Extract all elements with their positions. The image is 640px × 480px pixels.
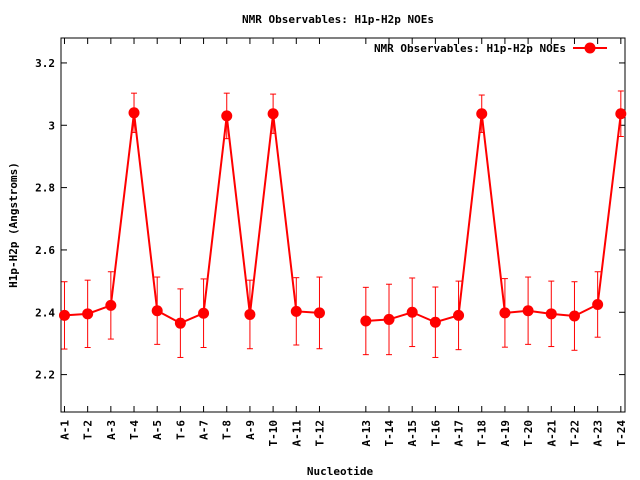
x-tick-label: A-15 — [406, 420, 419, 447]
y-tick-label: 2.4 — [35, 306, 55, 319]
x-tick-label: T-16 — [429, 420, 442, 447]
legend-label: NMR Observables: H1p-H2p NOEs — [374, 42, 566, 55]
data-point — [545, 308, 557, 320]
x-tick-label: A-23 — [592, 420, 605, 447]
data-point — [174, 317, 186, 329]
series-line — [365, 113, 622, 324]
data-point — [360, 315, 372, 327]
y-axis: 2.2 2.4 2.6 2.8 3 3.2 — [35, 57, 625, 382]
x-tick-label: T-20 — [522, 420, 535, 447]
x-tick-label: A-9 — [244, 420, 257, 440]
data-point — [476, 108, 488, 120]
x-tick-label: A-5 — [151, 420, 164, 440]
x-tick-label: T-14 — [383, 420, 396, 447]
plot-area: 2.2 2.4 2.6 2.8 3 3.2 A-1 T-2 A-3 T-4 A-5 T-6 A-7 T-… — [35, 37, 628, 447]
x-tick-label: A-3 — [105, 420, 118, 440]
data-point — [290, 305, 302, 317]
data-point — [615, 108, 627, 120]
x-tick-label: T-4 — [128, 420, 141, 440]
x-tick-label: A-21 — [545, 420, 558, 447]
data-point — [429, 316, 441, 328]
y-tick-label: 3 — [48, 119, 55, 132]
x-tick-label: T-6 — [174, 420, 187, 440]
data-point — [105, 299, 117, 311]
data-point — [522, 305, 534, 317]
data-point — [151, 305, 163, 317]
data-point — [58, 309, 70, 321]
x-tick-label: T-12 — [313, 420, 326, 447]
x-tick-label: T-18 — [476, 420, 489, 447]
data-point — [406, 306, 418, 318]
data-point — [244, 308, 256, 320]
series-lines — [64, 112, 622, 325]
data-point — [568, 310, 580, 322]
x-tick-label: T-24 — [615, 420, 628, 447]
data-point — [499, 307, 511, 319]
data-point — [313, 307, 325, 319]
data-point — [221, 110, 233, 122]
x-tick-label: T-10 — [267, 420, 280, 447]
x-tick-label: T-8 — [221, 420, 234, 440]
series-line — [64, 112, 320, 325]
y-tick-label: 3.2 — [35, 57, 55, 70]
x-tick-label: A-11 — [290, 420, 303, 447]
data-point — [453, 309, 465, 321]
x-tick-label: A-13 — [360, 420, 373, 447]
data-point — [128, 107, 140, 119]
x-tick-label: A-19 — [499, 420, 512, 447]
x-axis-label: Nucleotide — [307, 465, 374, 478]
x-tick-label: T-2 — [82, 420, 95, 440]
data-point — [592, 298, 604, 310]
chart-title: NMR Observables: H1p-H2p NOEs — [242, 13, 434, 26]
data-points — [58, 107, 627, 329]
legend-marker — [584, 42, 596, 54]
legend: NMR Observables: H1p-H2p NOEs — [374, 42, 607, 55]
x-axis: A-1 T-2 A-3 T-4 A-5 T-6 A-7 T-8 A-9 T-10 A-11 T-12 A… — [58, 38, 628, 447]
y-tick-label: 2.6 — [35, 244, 55, 257]
data-point — [82, 308, 94, 320]
x-tick-label: T-22 — [568, 420, 581, 447]
error-bars — [61, 90, 624, 358]
data-point — [383, 313, 395, 325]
x-tick-label: A-7 — [198, 420, 211, 440]
x-tick-label: A-17 — [453, 420, 466, 447]
y-axis-label: H1p-H2p (Angstroms) — [7, 162, 20, 288]
y-tick-label: 2.8 — [35, 182, 55, 195]
x-tick-label: A-1 — [58, 420, 71, 440]
plot-frame — [60, 37, 626, 413]
y-tick-label: 2.2 — [35, 369, 55, 382]
data-point — [198, 307, 210, 319]
data-point — [267, 108, 279, 120]
